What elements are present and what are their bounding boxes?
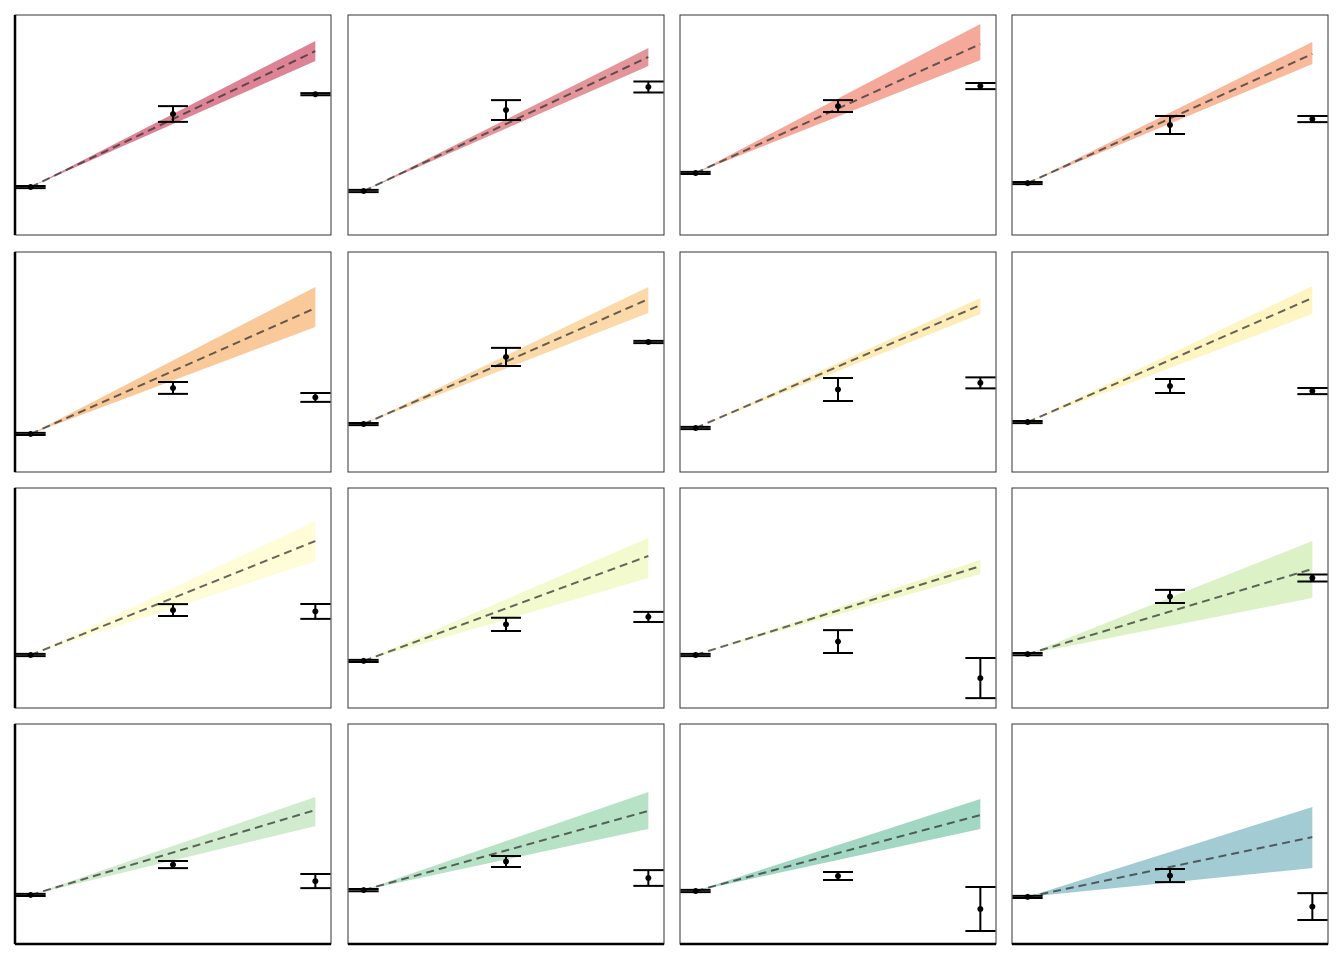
point — [503, 107, 509, 114]
point — [692, 169, 699, 176]
point — [312, 878, 319, 885]
point — [1024, 180, 1031, 187]
point — [170, 861, 176, 868]
confidence-band — [363, 537, 649, 661]
confidence-band — [695, 24, 981, 173]
fit-line — [695, 814, 981, 892]
confidence-band — [1027, 806, 1313, 897]
fit-line — [363, 555, 649, 662]
point — [503, 621, 509, 628]
point — [645, 875, 652, 881]
point — [312, 394, 319, 401]
confidence-band — [1027, 286, 1313, 423]
point — [1309, 903, 1316, 910]
point — [360, 421, 367, 428]
confidence-band — [695, 799, 981, 891]
point — [360, 188, 367, 194]
point — [170, 111, 176, 117]
point — [692, 425, 699, 431]
point — [835, 386, 841, 393]
point — [645, 613, 652, 620]
panel-frame — [679, 487, 997, 709]
panel-frame — [14, 723, 332, 945]
point — [360, 887, 367, 894]
panel-frame — [14, 14, 332, 236]
point — [360, 657, 367, 664]
point — [312, 91, 319, 98]
confidence-band — [30, 286, 316, 434]
confidence-band — [363, 791, 649, 891]
fit-line — [363, 56, 649, 192]
point — [503, 858, 509, 865]
point — [1024, 893, 1031, 900]
point — [1167, 593, 1173, 600]
point — [170, 384, 176, 391]
point — [27, 430, 34, 437]
point — [1167, 122, 1173, 128]
point — [170, 607, 176, 614]
point — [835, 638, 841, 645]
point — [692, 651, 699, 658]
fit-line — [1027, 836, 1313, 898]
point — [977, 379, 984, 386]
confidence-band — [695, 297, 981, 428]
panel-frame — [347, 487, 665, 709]
point — [1309, 116, 1316, 123]
fit-line — [1027, 568, 1313, 656]
point — [977, 675, 984, 682]
point — [1024, 419, 1031, 426]
confidence-band — [1027, 42, 1313, 184]
point — [1024, 651, 1031, 658]
confidence-band — [695, 559, 981, 655]
point — [692, 887, 699, 894]
point — [27, 184, 34, 191]
fit-line — [30, 809, 316, 896]
point — [645, 83, 652, 90]
point — [27, 651, 34, 658]
point — [977, 906, 984, 913]
point — [1309, 574, 1316, 581]
fit-line — [695, 565, 981, 656]
point — [1167, 382, 1173, 389]
point — [835, 103, 841, 110]
point — [27, 891, 34, 898]
point — [312, 608, 319, 615]
panel-frame — [679, 251, 997, 473]
fit-line — [363, 809, 649, 892]
point — [835, 873, 841, 880]
confidence-band — [30, 521, 316, 655]
point — [977, 83, 984, 90]
point — [503, 353, 509, 360]
point — [1167, 872, 1173, 879]
confidence-band — [30, 797, 316, 895]
point — [645, 338, 652, 345]
point — [1309, 388, 1316, 395]
